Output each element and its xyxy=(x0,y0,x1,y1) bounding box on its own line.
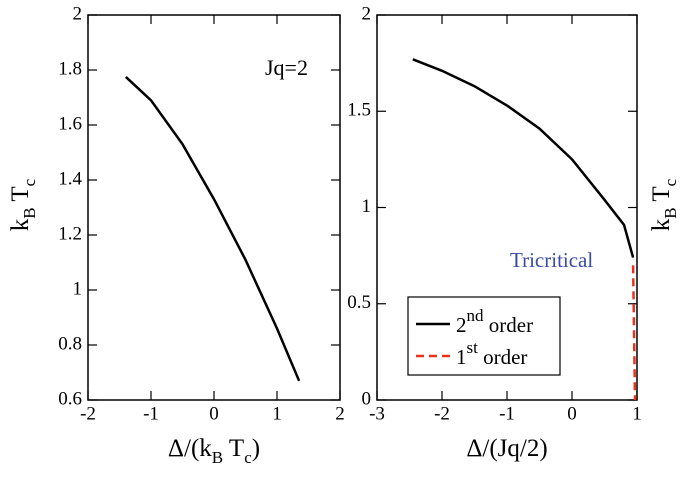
annotation: Tricritical xyxy=(510,248,593,272)
x-tick-label: -2 xyxy=(434,403,450,424)
x-axis-label: Δ/(kB Tc) xyxy=(168,435,260,468)
label-part: B xyxy=(661,207,680,218)
series-line xyxy=(631,265,637,401)
label-part: c xyxy=(661,178,680,186)
label-part: T xyxy=(7,186,34,207)
label-part: T xyxy=(648,186,675,207)
label-part: c xyxy=(244,448,252,467)
y-tick-label: 1.6 xyxy=(58,113,82,134)
y-tick-label: 1.8 xyxy=(58,58,82,79)
y-tick-label: 1.2 xyxy=(58,223,82,244)
y-tick-label: 1 xyxy=(73,278,83,299)
y-axis-label: kB Tc xyxy=(7,178,40,231)
label-part: 2 xyxy=(456,313,467,337)
label-part: order xyxy=(478,345,528,369)
label-part: k xyxy=(648,218,675,231)
label-part: T xyxy=(223,435,244,462)
y-tick-label: 0.8 xyxy=(58,333,82,354)
x-tick-label: 2 xyxy=(335,403,345,424)
legend-label: 2nd order xyxy=(456,306,533,336)
y-tick-label: 1 xyxy=(362,196,372,217)
y-tick-label: 1.4 xyxy=(58,168,82,189)
y-tick-label: 1.5 xyxy=(347,100,371,121)
label-part: 1 xyxy=(456,345,467,369)
label-part: c xyxy=(20,178,39,186)
x-tick-label: -1 xyxy=(499,403,515,424)
x-tick-label: 0 xyxy=(209,403,219,424)
x-tick-label: 1 xyxy=(272,403,282,424)
annotation: Jq=2 xyxy=(265,55,308,80)
label-part: B xyxy=(212,448,223,467)
label-part: order xyxy=(484,313,534,337)
label-part: st xyxy=(467,338,479,357)
y-axis-label: kB Tc xyxy=(648,178,681,231)
label-part: B xyxy=(20,207,39,218)
label-part: Δ/(Jq/2) xyxy=(466,435,547,462)
y-tick-label: 0.6 xyxy=(58,388,82,409)
x-axis-label: Δ/(Jq/2) xyxy=(466,435,547,462)
legend-label: 1st order xyxy=(456,338,527,368)
series-line xyxy=(124,75,301,382)
legend-box xyxy=(407,296,561,376)
x-tick-label: -2 xyxy=(80,403,96,424)
y-tick-label: 2 xyxy=(73,3,83,24)
label-part: nd xyxy=(467,306,485,325)
y-tick-label: 0.5 xyxy=(347,292,371,313)
label-part: Δ/(k xyxy=(168,435,212,462)
x-tick-label: 0 xyxy=(567,403,577,424)
x-tick-label: -1 xyxy=(143,403,159,424)
y-tick-label: 0 xyxy=(362,388,372,409)
series-line xyxy=(412,58,635,258)
x-tick-label: 1 xyxy=(632,403,642,424)
label-part: ) xyxy=(252,435,260,462)
x-tick-label: -3 xyxy=(369,403,385,424)
label-part: k xyxy=(7,218,34,231)
y-tick-label: 2 xyxy=(362,3,372,24)
